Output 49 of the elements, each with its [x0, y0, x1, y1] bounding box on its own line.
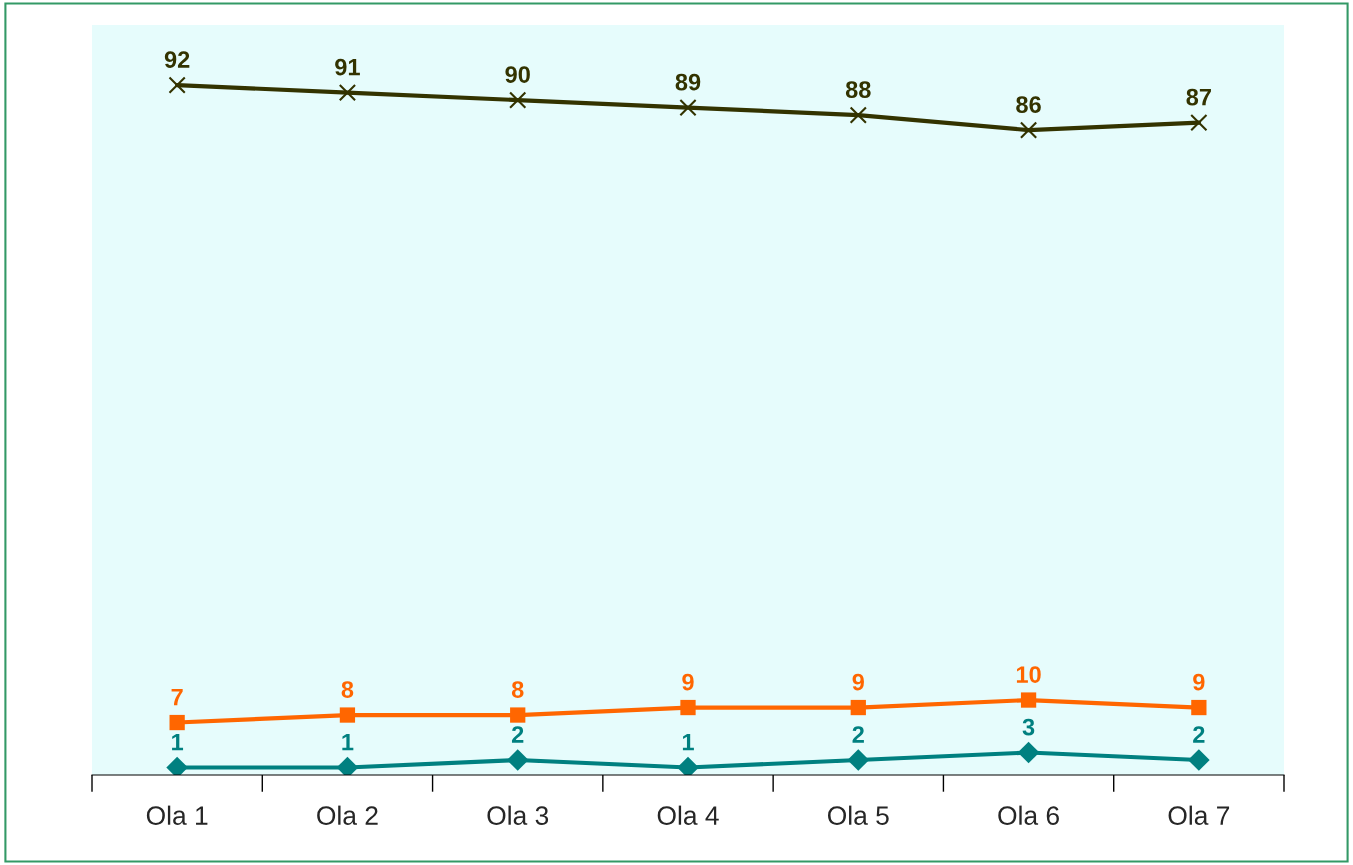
point [506, 749, 529, 771]
data-label: 8 [511, 681, 524, 698]
data-label: 89 [675, 73, 701, 91]
point [166, 756, 188, 776]
data-label: 2 [852, 726, 864, 743]
data-label: 86 [1016, 96, 1041, 113]
data-label: 9 [1193, 673, 1205, 691]
point [168, 76, 186, 94]
point [1190, 113, 1208, 132]
point [1191, 699, 1207, 716]
point [677, 756, 699, 776]
x-tick-label: Ola 5 [828, 805, 889, 825]
point [850, 699, 866, 716]
x-tick-label: Ola 1 [146, 805, 208, 825]
point [679, 98, 697, 117]
point [1020, 692, 1037, 708]
point [1019, 121, 1038, 139]
data-label: 8 [341, 681, 354, 698]
data-label: 1 [682, 733, 694, 751]
point [1188, 749, 1210, 771]
x-tick-label: Ola 2 [317, 805, 378, 825]
point [849, 106, 867, 124]
data-label: 88 [845, 81, 871, 98]
data-label: 3 [1022, 718, 1035, 736]
x-tick-label: Ola 7 [1168, 805, 1230, 825]
data-label: 1 [172, 733, 184, 751]
data-label: 10 [1016, 666, 1041, 683]
point [336, 756, 359, 776]
point [509, 91, 527, 109]
data-label: 87 [1186, 88, 1211, 106]
data-label: 92 [164, 51, 190, 68]
point [338, 83, 357, 102]
x-tick-label: Ola 3 [487, 805, 549, 825]
data-label: 2 [1193, 726, 1205, 743]
point [339, 707, 356, 723]
data-label: 1 [342, 733, 354, 751]
data-label: 7 [171, 688, 183, 706]
point [169, 714, 185, 731]
data-label: 9 [682, 673, 694, 691]
data-label: 2 [511, 726, 524, 743]
point [847, 749, 870, 771]
x-tick-label: Ola 6 [998, 805, 1059, 825]
point [680, 699, 696, 716]
point [510, 707, 526, 723]
data-label: 90 [505, 66, 530, 83]
x-tick-label: Ola 4 [657, 805, 719, 825]
data-label: 9 [852, 673, 864, 691]
data-label: 91 [335, 58, 360, 76]
point [1017, 741, 1040, 764]
